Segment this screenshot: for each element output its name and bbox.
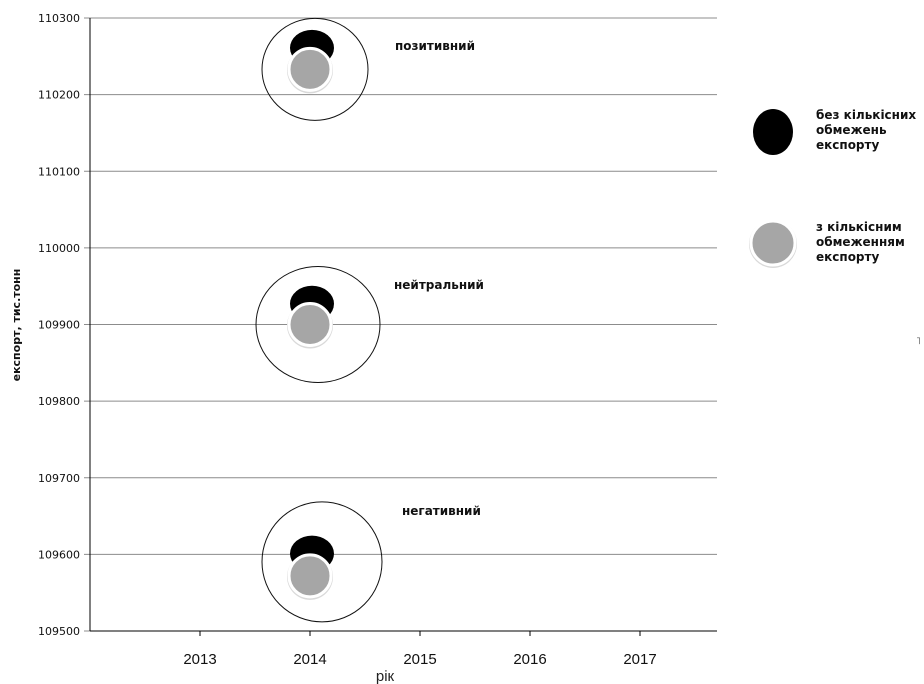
y-axis-ticks: 109500 109600 109700 109800 109900 110000 1101… xyxy=(38,12,80,638)
x-tick-label: 2013 xyxy=(183,651,216,668)
y-tick-label: 110300 xyxy=(38,12,80,25)
scenario-label: негативний xyxy=(402,504,481,518)
y-axis-title: експорт, тис.тонн xyxy=(10,269,23,382)
data-point-grey xyxy=(287,46,333,92)
y-tick-label: 110200 xyxy=(38,89,80,102)
legend-label: обмежень xyxy=(816,123,887,137)
scenario-ellipse xyxy=(261,501,383,623)
scenario-ellipse xyxy=(261,17,369,121)
data-points xyxy=(287,29,334,600)
scenario-labels: позитивний нейтральний негативний xyxy=(394,39,484,518)
x-tick-label: 2014 xyxy=(293,651,326,668)
legend-label: без кількісних xyxy=(816,108,916,122)
y-tick-label: 109500 xyxy=(38,625,80,638)
y-tick-label: 109700 xyxy=(38,472,80,485)
stray-mark: ˥ xyxy=(916,336,921,347)
data-point-grey xyxy=(287,553,333,599)
x-axis-ticks: 2013 2014 2015 2016 2017 xyxy=(183,631,657,668)
x-tick-label: 2015 xyxy=(403,651,436,668)
y-tick-label: 109600 xyxy=(38,548,80,561)
grid-lines xyxy=(84,17,717,632)
data-point-grey xyxy=(287,302,333,347)
legend-marker-black xyxy=(753,109,793,155)
legend-label: з кількісним xyxy=(816,220,902,234)
axes xyxy=(89,18,717,632)
scenario-ellipses xyxy=(255,17,383,623)
legend-label: експорту xyxy=(816,250,879,264)
x-axis-title: рік xyxy=(376,668,395,684)
legend-marker-grey xyxy=(749,219,797,267)
y-tick-label: 109900 xyxy=(38,319,80,332)
scenario-label: позитивний xyxy=(395,39,475,53)
scenario-ellipse xyxy=(255,266,381,383)
y-tick-label: 110000 xyxy=(38,242,80,255)
legend-label: обмеженням xyxy=(816,235,905,249)
scenario-label: нейтральний xyxy=(394,278,484,292)
y-tick-label: 110100 xyxy=(38,165,80,178)
y-tick-label: 109800 xyxy=(38,395,80,408)
legend-label: експорту xyxy=(816,138,879,152)
x-tick-label: 2017 xyxy=(623,651,656,668)
x-tick-label: 2016 xyxy=(513,651,546,668)
